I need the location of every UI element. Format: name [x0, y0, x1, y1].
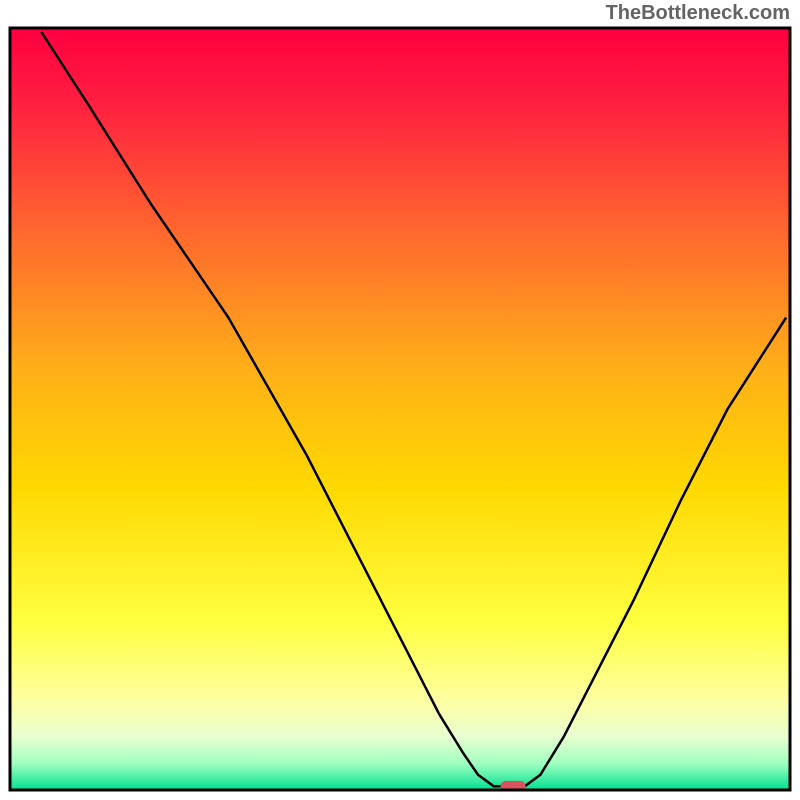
- plot-background: [10, 28, 790, 790]
- bottleneck-chart: TheBottleneck.com: [0, 0, 800, 800]
- chart-svg: [0, 0, 800, 800]
